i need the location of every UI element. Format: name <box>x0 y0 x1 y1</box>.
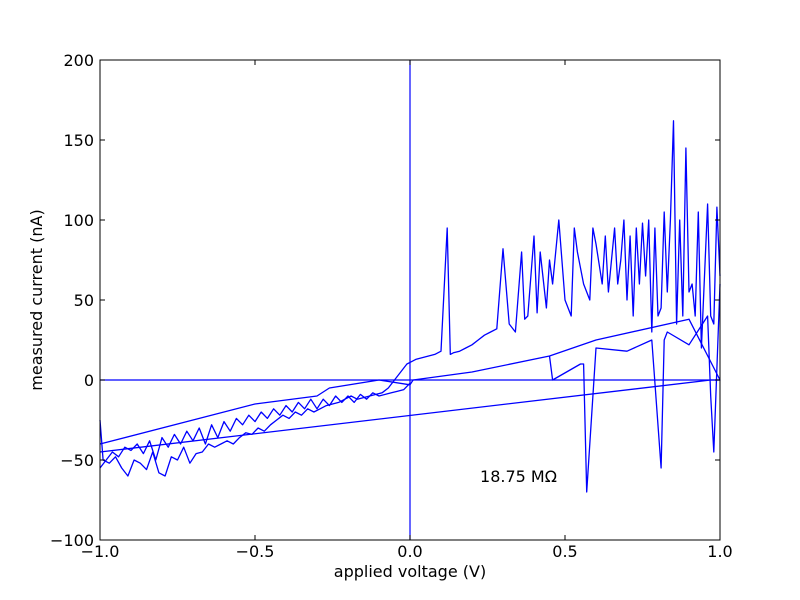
y-tick-label: 100 <box>63 211 94 230</box>
series-line-4 <box>548 283 721 493</box>
series-line-2 <box>99 382 411 469</box>
x-tick-label: −0.5 <box>236 542 275 561</box>
y-tick-label: −100 <box>50 531 94 550</box>
x-tick-label: 1.0 <box>707 542 732 561</box>
y-tick-label: 0 <box>84 371 94 390</box>
series-line-3 <box>99 318 721 453</box>
ticks: −1.0 −0.5 0.0 0.5 1.0 −100 −50 0 50 100 150 200 <box>50 51 733 561</box>
annotation-label: 18.75 MΩ <box>480 467 557 486</box>
y-tick-label: 150 <box>63 131 94 150</box>
x-tick-label: 0.0 <box>397 542 422 561</box>
chart-marks <box>99 60 721 540</box>
y-axis-label: measured current (nA) <box>27 209 46 390</box>
series-line-1 <box>99 120 721 477</box>
y-tick-label: 200 <box>63 51 94 70</box>
y-tick-label: 50 <box>74 291 94 310</box>
x-tick-label: 0.5 <box>552 542 577 561</box>
x-axis-label: applied voltage (V) <box>334 562 486 581</box>
y-tick-label: −50 <box>60 451 94 470</box>
x-tick-label: −1.0 <box>81 542 120 561</box>
